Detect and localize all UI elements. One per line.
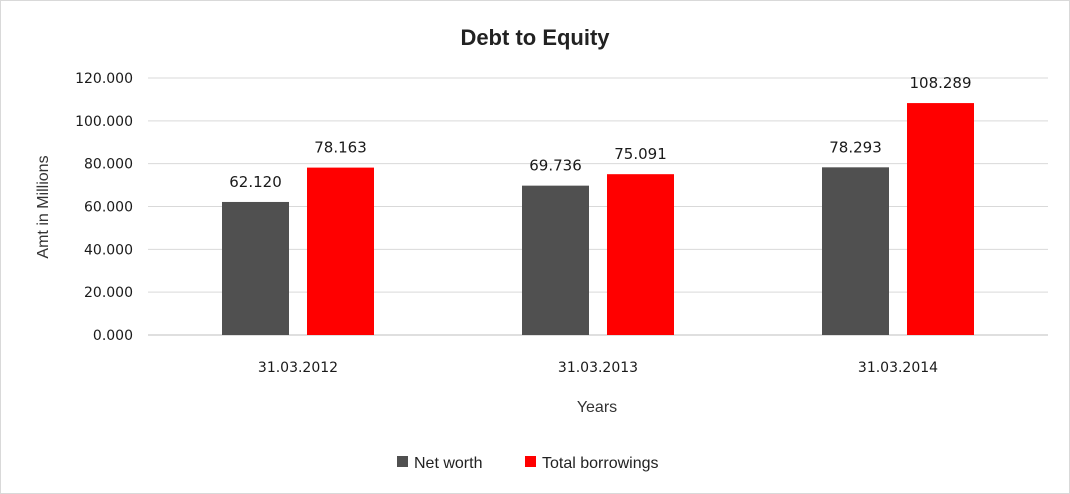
data-label: 78.293 (829, 138, 882, 156)
legend-swatch (525, 456, 536, 467)
x-axis-ticks: 31.03.2012 31.03.2013 31.03.2014 (258, 360, 938, 376)
data-label: 62.120 (229, 173, 282, 191)
bars (222, 103, 974, 335)
data-label: 78.163 (314, 139, 367, 157)
legend-label: Net worth (414, 455, 482, 472)
y-tick-label: 80.000 (84, 157, 133, 173)
y-tick-label: 60.000 (84, 200, 133, 216)
gridlines (148, 77, 1048, 336)
legend-label: Total borrowings (542, 455, 659, 472)
y-axis-ticks: 0.000 20.000 40.000 60.000 80.000 100.000 120.… (75, 71, 133, 344)
x-tick-label: 31.03.2013 (558, 360, 638, 376)
data-label: 108.289 (909, 74, 971, 92)
bar-net-worth (522, 185, 589, 335)
chart-title: Debt to Equity (460, 25, 610, 50)
data-labels: 62.120 78.163 69.736 75.091 78.293 108.289 (229, 74, 971, 191)
x-tick-label: 31.03.2014 (858, 360, 938, 376)
bar-total-borrowings (907, 103, 974, 335)
data-label: 69.736 (529, 157, 582, 175)
bar-net-worth (222, 201, 289, 335)
y-axis-label: Amt in Millions (35, 155, 52, 258)
bar-net-worth (822, 167, 889, 335)
y-tick-label: 40.000 (84, 242, 133, 258)
data-label: 75.091 (614, 145, 667, 163)
legend-swatch (397, 456, 408, 467)
x-tick-label: 31.03.2012 (258, 360, 338, 376)
y-tick-label: 120.000 (75, 71, 133, 87)
x-axis-label: Years (577, 399, 617, 416)
bar-total-borrowings (607, 174, 674, 335)
legend: Net worth Total borrowings (397, 455, 659, 472)
bar-total-borrowings (307, 167, 374, 335)
y-tick-label: 20.000 (84, 285, 133, 301)
y-tick-label: 0.000 (93, 328, 133, 344)
y-tick-label: 100.000 (75, 114, 133, 130)
